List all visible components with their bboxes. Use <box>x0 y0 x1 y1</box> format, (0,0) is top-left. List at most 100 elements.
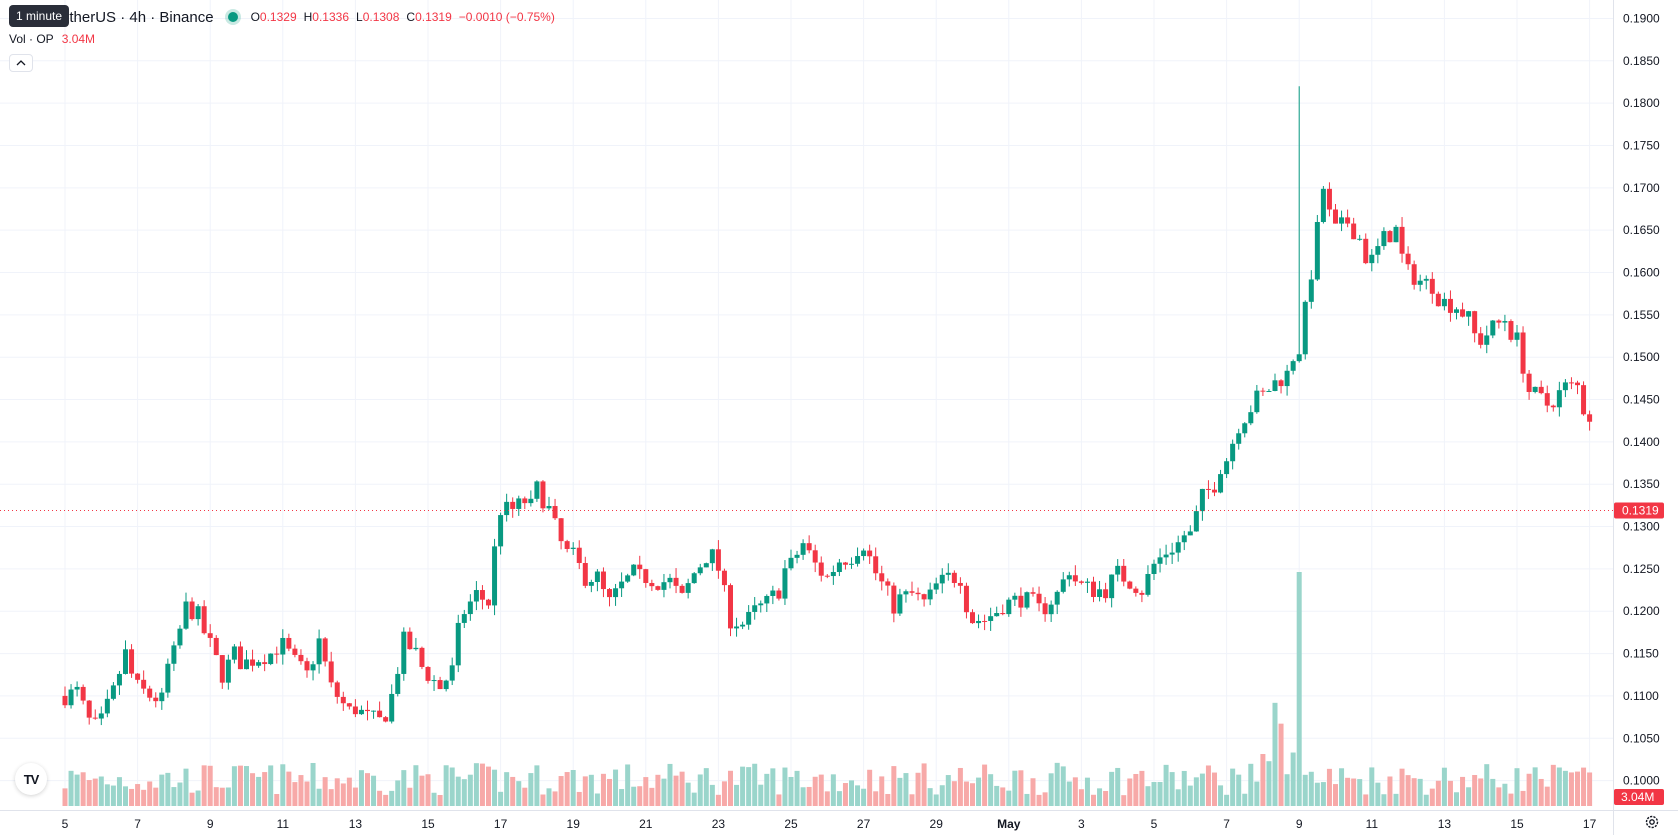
volume-label: Vol · OP <box>9 32 54 46</box>
candles <box>62 86 1593 726</box>
volume-bar <box>945 775 951 806</box>
symbol-title[interactable]: etherUS · 4h · Binance <box>61 8 214 26</box>
volume-legend[interactable]: Vol · OP 3.04M <box>9 32 95 46</box>
volume-bar <box>1000 787 1006 806</box>
volume-bar <box>231 766 237 806</box>
candle-body <box>867 550 873 557</box>
candle-body <box>116 673 122 686</box>
volume-bar <box>1544 786 1550 806</box>
time-axis-label: 9 <box>1296 817 1303 831</box>
time-axis-label: 19 <box>567 817 581 831</box>
market-status-icon[interactable] <box>227 12 238 22</box>
volume-bar <box>976 777 982 806</box>
volume-bar <box>679 771 685 806</box>
candle-body <box>1066 575 1072 580</box>
volume-bar <box>1417 778 1423 806</box>
price-axis-label: 0.1650 <box>1623 223 1660 237</box>
volume-bar <box>824 791 830 806</box>
volume-bar <box>661 778 667 806</box>
volume-bar <box>183 768 189 806</box>
volume-bar <box>1181 770 1187 806</box>
candle-body <box>141 679 147 689</box>
time-axis-label: 29 <box>930 817 944 831</box>
candle-body <box>909 591 915 593</box>
volume-bar <box>86 780 92 806</box>
volume-bar <box>262 772 268 806</box>
volume-bar <box>1423 794 1429 806</box>
volume-bar <box>292 782 298 806</box>
candle-body <box>1163 554 1169 558</box>
candle-body <box>1103 589 1109 599</box>
candle-body <box>492 546 498 606</box>
volume-bar <box>407 787 413 806</box>
volume-bar <box>207 765 213 806</box>
candle-body <box>1454 309 1459 313</box>
volume-bar <box>443 765 449 806</box>
volume-bar <box>625 764 631 806</box>
candle-body <box>976 620 982 624</box>
volume-bar <box>1266 761 1272 806</box>
candle-body <box>824 575 830 577</box>
gear-icon[interactable] <box>1644 814 1660 830</box>
time-axis-label: 7 <box>134 817 141 831</box>
candle-body <box>1260 390 1266 392</box>
candle-body <box>728 585 733 629</box>
candle-body <box>855 556 861 564</box>
volume-bar <box>1254 781 1260 806</box>
volume-bar <box>782 767 788 806</box>
candle-body <box>649 582 655 587</box>
candle-body <box>1417 280 1423 285</box>
volume-bar <box>498 791 504 806</box>
candle-body <box>304 661 310 671</box>
collapse-legend-button[interactable] <box>9 54 33 72</box>
candle-body <box>576 547 582 564</box>
candle-body <box>1333 209 1338 224</box>
volume-bar <box>316 788 322 806</box>
candle-body <box>921 594 927 600</box>
volume-bar <box>250 773 256 806</box>
volume-bar <box>1514 768 1520 806</box>
volume-bar <box>933 794 939 806</box>
volume-bar <box>346 777 352 806</box>
volume-bar <box>600 773 606 806</box>
price-axis-label: 0.1900 <box>1623 11 1660 25</box>
volume-bar <box>225 787 231 806</box>
volume-bar <box>268 765 274 806</box>
volume-bar <box>970 783 975 806</box>
volume-bar <box>558 776 564 806</box>
volume-bar <box>631 786 637 806</box>
volume-bar <box>177 782 183 806</box>
volume-bar <box>855 785 861 806</box>
volume-bar <box>715 794 721 806</box>
volume-bar <box>1375 782 1381 806</box>
price-axis-label: 0.1400 <box>1623 435 1660 449</box>
tradingview-logo-icon[interactable]: TV <box>15 763 47 795</box>
volume-bar <box>957 767 963 806</box>
time-axis-label: 15 <box>421 817 435 831</box>
candle-body <box>498 515 504 547</box>
last-volume-label: 3.04M <box>1621 790 1654 804</box>
candle-body <box>256 662 262 666</box>
candle-body <box>1351 223 1357 240</box>
volume-bar <box>304 781 310 806</box>
candle-body <box>600 571 606 590</box>
candle-body <box>292 648 298 655</box>
volume-bar <box>818 774 824 806</box>
volume-bar <box>1054 762 1060 806</box>
volume-bar <box>1411 778 1417 806</box>
ohlc-values: O0.1329 H0.1336 L0.1308 C0.1319 −0.0010 … <box>251 10 555 24</box>
candle-body <box>68 689 74 706</box>
candle-body <box>123 649 128 674</box>
candle-body <box>1296 354 1302 362</box>
last-price-label: 0.1319 <box>1622 503 1659 517</box>
volume-bar <box>116 777 122 806</box>
price-axis-label: 0.1800 <box>1623 96 1660 110</box>
candle-body <box>504 501 510 516</box>
volume-bar <box>1145 786 1151 806</box>
volume-bar <box>1320 782 1326 806</box>
candle-body <box>1508 321 1514 340</box>
candle-body <box>1212 489 1217 493</box>
candle-body <box>873 556 879 574</box>
candle-body <box>449 665 455 681</box>
